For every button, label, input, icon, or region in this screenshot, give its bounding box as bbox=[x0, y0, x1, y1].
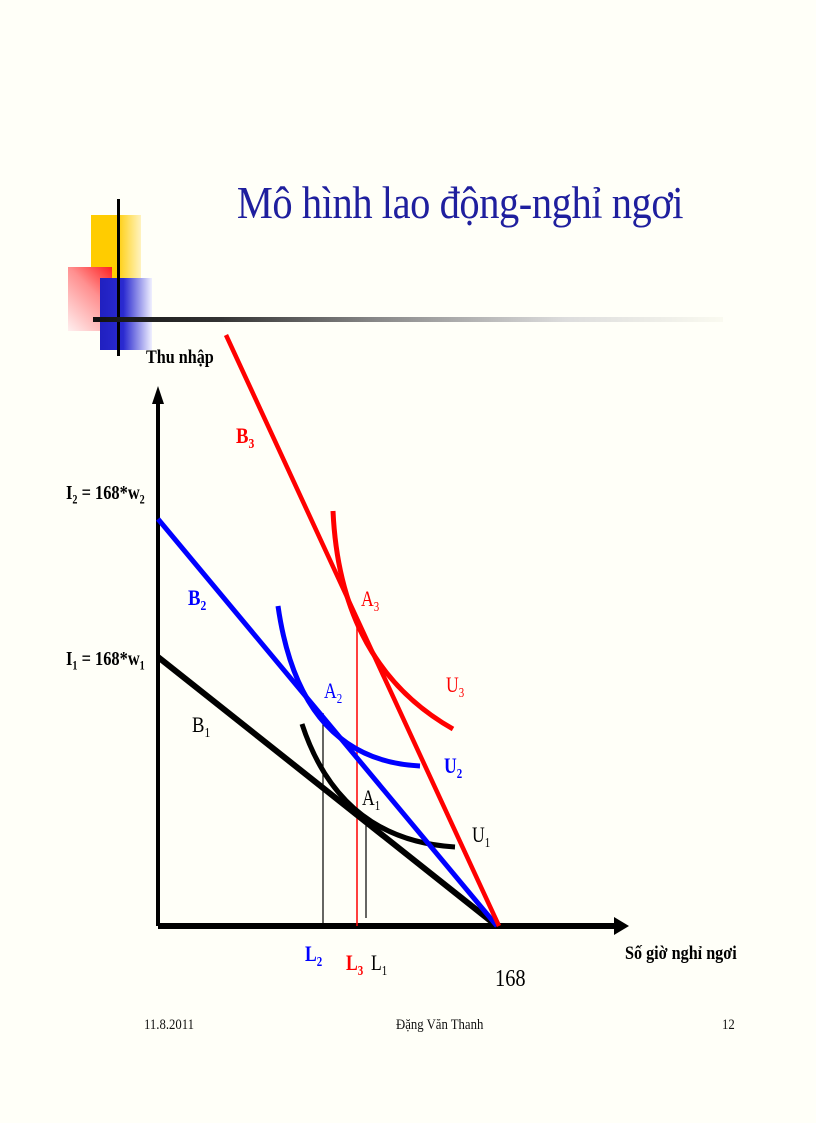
indifference-curve-U2 bbox=[275, 605, 421, 769]
decorative-blue-square bbox=[100, 278, 152, 350]
label-A1: A1 bbox=[362, 785, 381, 813]
footer-date: 11.8.2011 bbox=[144, 1017, 195, 1033]
label-B3: B3 bbox=[236, 423, 255, 451]
x-tick-168: 168 bbox=[495, 966, 526, 992]
budget-line-B2 bbox=[156, 517, 499, 928]
budget-line-B1 bbox=[156, 654, 499, 929]
label-U2: U2 bbox=[444, 753, 463, 781]
label-A3: A3 bbox=[361, 586, 380, 614]
footer-page-number: 12 bbox=[722, 1017, 735, 1033]
slide-title: Mô hình lao động-nghỉ ngơi bbox=[236, 177, 684, 228]
y-tick-I1: I1 = 168*w1 bbox=[66, 648, 145, 673]
y-axis-arrow-icon bbox=[152, 386, 164, 404]
label-A2: A2 bbox=[324, 678, 343, 706]
y-axis-label: Thu nhập bbox=[146, 347, 214, 368]
label-L1: L1 bbox=[371, 950, 388, 978]
budget-line-B3 bbox=[223, 334, 502, 927]
label-U1: U1 bbox=[472, 822, 491, 850]
label-U3: U3 bbox=[446, 672, 465, 700]
label-L3: L3 bbox=[346, 950, 364, 978]
x-axis-arrow-icon bbox=[614, 917, 629, 935]
label-B2: B2 bbox=[188, 585, 207, 613]
label-L2: L2 bbox=[305, 941, 323, 969]
footer-author: Đặng Văn Thanh bbox=[396, 1017, 484, 1033]
title-underline-divider bbox=[93, 317, 723, 322]
label-B1: B1 bbox=[192, 712, 211, 740]
decorative-vertical-line bbox=[117, 199, 120, 356]
x-axis-label: Số giờ nghỉ ngơi bbox=[625, 943, 737, 964]
y-tick-I2: I2 = 168*w2 bbox=[66, 482, 145, 507]
